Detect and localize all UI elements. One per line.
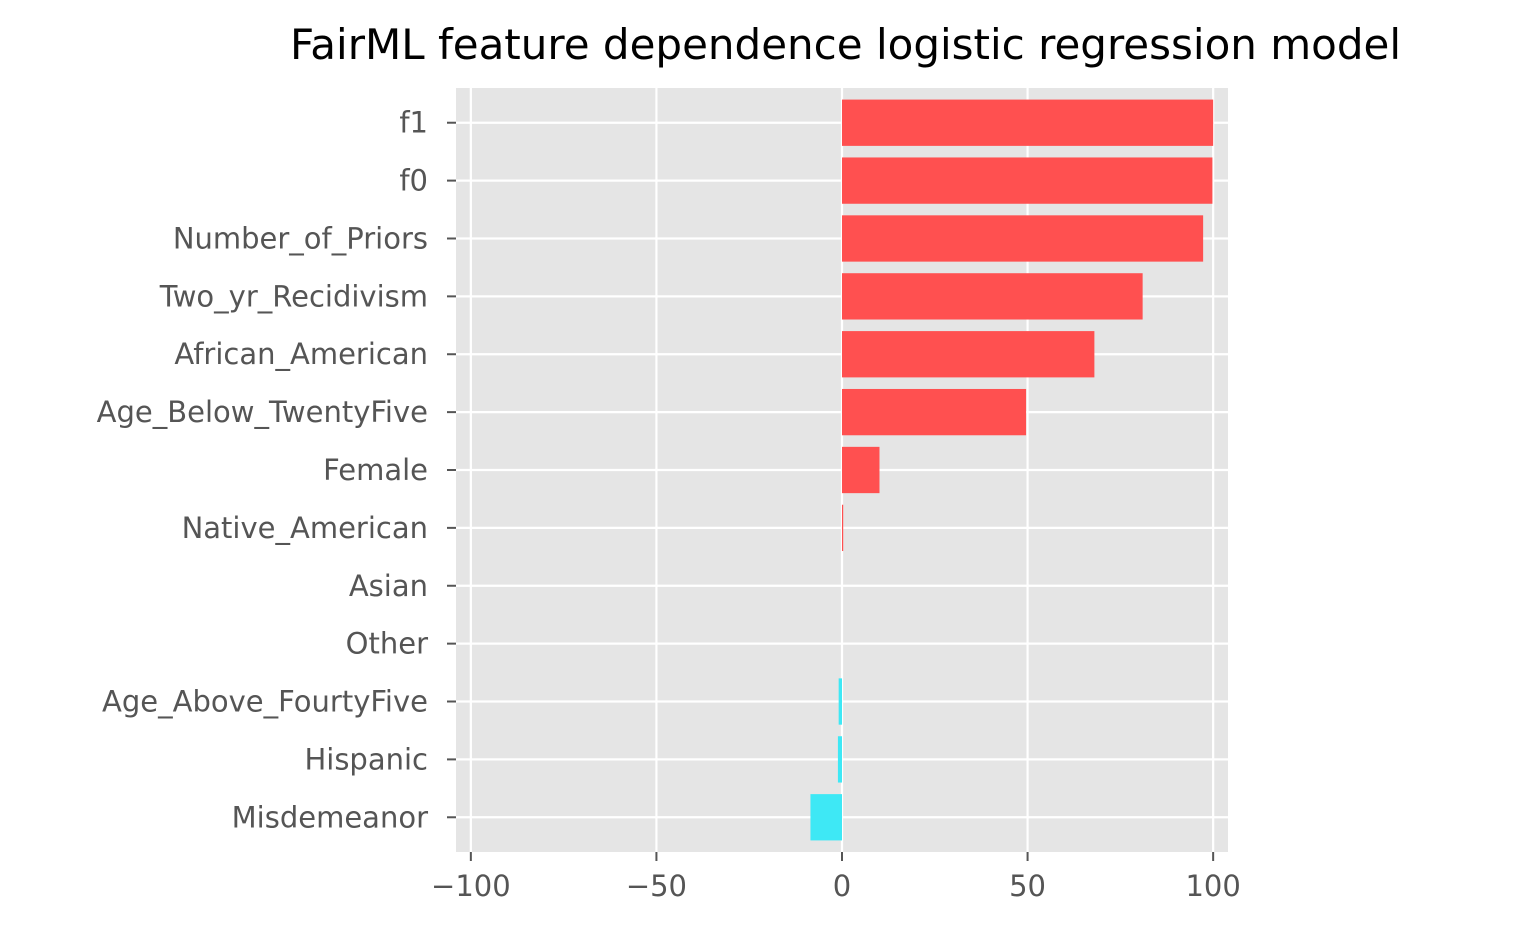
y-tick-label: f0 [399,164,428,198]
y-axis-ticks: f1 f0 Number_of_Priors Two_yr_Recidivism Afr… [97,106,456,834]
bar-two-yr-recidivism [842,273,1143,320]
y-tick-label: Age_Below_TwentyFive [97,395,428,429]
y-tick-label: Other [346,627,428,661]
y-tick-label: Native_American [182,511,428,545]
x-tick-label: −50 [626,869,687,903]
bar-misdemeanor [810,794,842,841]
bar-african-american [842,331,1095,378]
x-tick-label: 0 [833,869,851,903]
bar-female [842,446,880,494]
x-tick-label: 100 [1185,869,1240,903]
bar-f0 [842,157,1213,204]
bar-f1 [842,99,1214,146]
y-tick-label: Misdemeanor [232,800,428,834]
bars [810,99,1214,841]
bar-native-american [842,504,844,552]
bar-age-below-twentyfive [842,388,1027,436]
y-tick-label: African_American [174,337,428,371]
y-tick-label: Hispanic [304,742,428,776]
y-tick-label: f1 [399,106,428,140]
bar-number-of-priors [842,215,1204,262]
bar-age-above-fourtyfive [838,678,842,725]
y-tick-label: Age_Above_FourtyFive [102,685,428,719]
y-tick-label: Number_of_Priors [173,221,428,255]
x-tick-label: 50 [1009,869,1046,903]
y-tick-label: Asian [349,569,428,603]
x-tick-label: −100 [431,869,511,903]
bar-hispanic [837,736,842,783]
x-axis-ticks: −100 −50 0 50 100 [431,852,1241,903]
y-tick-label: Two_yr_Recidivism [159,279,428,313]
y-tick-label: Female [323,453,428,487]
chart-title: FairML feature dependence logistic regre… [289,20,1402,69]
